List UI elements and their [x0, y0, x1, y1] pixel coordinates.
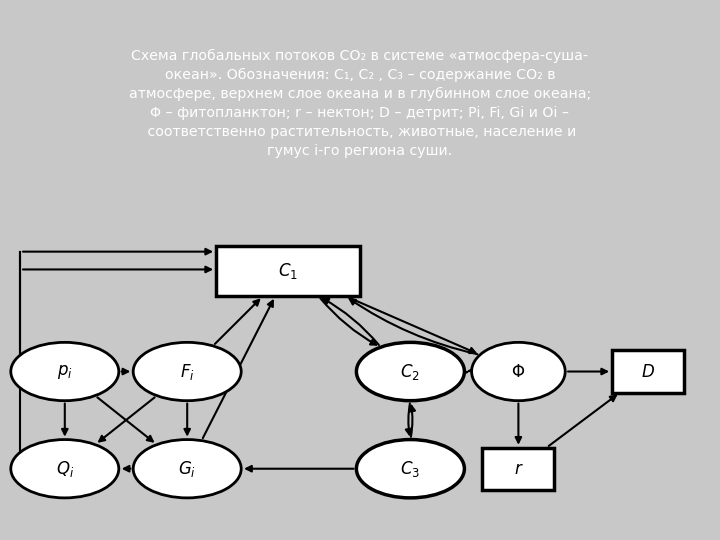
Ellipse shape: [356, 440, 464, 498]
Text: $\Phi$: $\Phi$: [511, 362, 526, 381]
Ellipse shape: [11, 440, 119, 498]
Ellipse shape: [133, 440, 241, 498]
Text: $C_3$: $C_3$: [400, 458, 420, 479]
Text: Схема глобальных потоков СО₂ в системе «атмосфера-суша-
океан». Обозначения: C₁,: Схема глобальных потоков СО₂ в системе «…: [129, 49, 591, 158]
FancyBboxPatch shape: [612, 350, 684, 393]
Ellipse shape: [133, 342, 241, 401]
Text: $C_2$: $C_2$: [400, 361, 420, 382]
Text: $D$: $D$: [641, 362, 655, 381]
Text: $r$: $r$: [513, 460, 523, 478]
Ellipse shape: [11, 342, 119, 401]
Text: $F_i$: $F_i$: [180, 361, 194, 382]
Text: $G_i$: $G_i$: [178, 458, 197, 479]
Text: $p_i$: $p_i$: [57, 362, 73, 381]
FancyBboxPatch shape: [482, 448, 554, 490]
Text: $Q_i$: $Q_i$: [55, 458, 74, 479]
FancyBboxPatch shape: [216, 246, 360, 296]
Ellipse shape: [472, 342, 565, 401]
Ellipse shape: [356, 342, 464, 401]
Text: $C_1$: $C_1$: [278, 261, 298, 281]
